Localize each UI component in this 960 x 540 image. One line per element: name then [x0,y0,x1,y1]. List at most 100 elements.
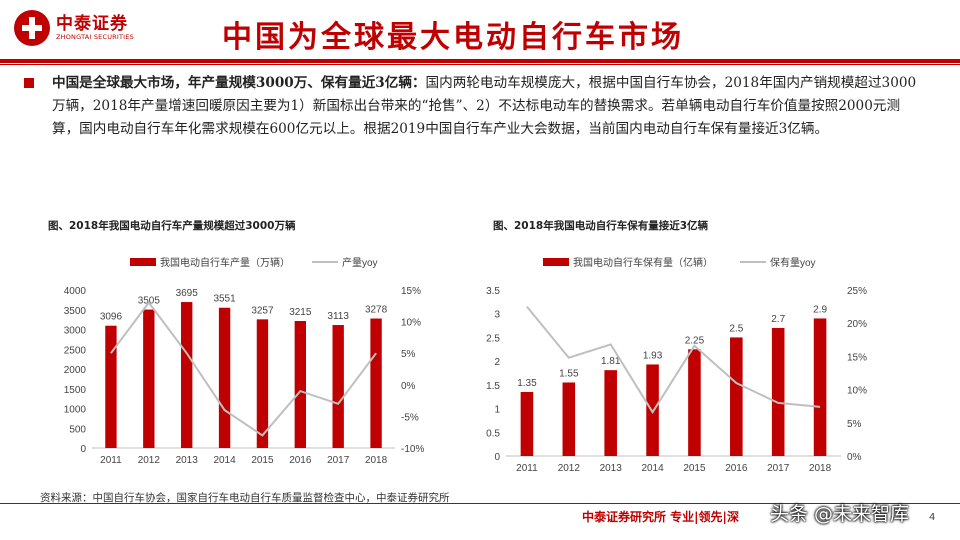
y-tick-label: 0.5 [486,428,500,439]
bar-value-label: 3096 [100,312,123,323]
bar-2016 [730,337,743,456]
y2-tick-label: 5% [401,349,416,360]
bar-value-label: 3113 [327,311,349,322]
x-tick-label: 2014 [641,463,664,474]
y-tick-label: 1500 [64,385,87,396]
y2-tick-label: 25% [847,286,867,297]
y-tick-label: 3 [494,310,500,321]
y-tick-label: 2.5 [486,333,500,344]
bar-value-label: 1.93 [643,350,663,361]
page-title: 中国为全球最大电动自行车市场 [222,20,684,55]
y-tick-label: 3000 [64,326,87,337]
bar-2012 [143,309,155,448]
x-tick-label: 2013 [600,463,623,474]
source-note: 资料来源：中国自行车协会，国家自行车电动自行车质量监督检查中心，中泰证券研究所 [40,492,450,504]
y-tick-label: 2 [494,357,500,368]
header-divider [0,59,960,63]
x-tick-label: 2017 [327,455,350,466]
legend-label-line: 产量yoy [342,256,378,269]
bar-value-label: 1.55 [559,368,579,379]
bar-value-label: 3215 [289,307,312,318]
y2-tick-label: 5% [847,419,862,430]
y-tick-label: 2500 [64,345,87,356]
y2-tick-label: 0% [401,381,416,392]
y-tick-label: 1.5 [486,381,500,392]
bar-value-label: 3505 [138,296,161,307]
bar-value-label: 2.7 [771,314,785,325]
logo-icon [14,10,50,46]
bar-2011 [105,325,117,448]
chart-2-title: 图、2018年我国电动自行车保有量接近3亿辆 [493,220,709,232]
page-number: 4 [929,512,936,523]
x-tick-label: 2018 [809,463,832,474]
bar-2013 [604,370,617,456]
bar-2012 [562,382,576,456]
y-tick-label: 4000 [64,286,87,297]
bar-2017 [332,325,344,448]
bar-value-label: 3695 [176,288,199,299]
footer-text: 中泰证券研究所 专业|领先|深 [582,510,739,524]
y2-tick-label: 0% [847,452,862,463]
x-tick-label: 2018 [365,455,388,466]
bar-2017 [771,327,785,456]
bar-2013 [181,302,193,448]
bar-value-label: 3257 [251,305,274,316]
chart-1-title: 图、2018年我国电动自行车产量规模超过3000万辆 [48,220,296,232]
x-tick-label: 2017 [767,463,790,474]
x-tick-label: 2015 [251,455,274,466]
bar-2014 [646,364,659,456]
x-tick-label: 2012 [138,455,161,466]
footer-divider [0,503,960,504]
bar-2018 [370,318,382,448]
logo-name-en: ZHONGTAI SECURITIES [56,32,134,41]
x-tick-label: 2013 [176,455,199,466]
bar-value-label: 2.9 [813,304,827,315]
header: 中泰证券 ZHONGTAI SECURITIES 中国为全球最大电动自行车市场 [0,0,960,66]
intro-paragraph: 中国是全球最大市场，年产量规模3000万、保有量近3亿辆：国内两轮电动车规模庞大… [24,72,924,141]
bar-2014 [218,307,231,448]
x-tick-label: 2011 [100,455,122,466]
intro-lead: 中国是全球最大市场，年产量规模3000万、保有量近3亿辆： [52,75,426,91]
x-tick-label: 2016 [725,463,748,474]
bar-value-label: 1.35 [517,378,537,389]
y-tick-label: 3500 [64,306,87,317]
y2-tick-label: 10% [401,318,421,329]
y2-tick-label: 20% [847,319,867,330]
y-tick-label: 1000 [64,405,87,416]
x-tick-label: 2016 [289,455,312,466]
yoy-line [526,305,821,415]
y-tick-label: 1 [494,405,500,416]
bar-2015 [688,349,701,456]
y-tick-label: 3.5 [486,286,500,297]
y-tick-label: 500 [69,424,86,435]
bullet-icon [24,78,34,88]
header-divider-thin [0,64,960,65]
bar-value-label: 3278 [365,305,388,316]
y-tick-label: 2000 [64,365,87,376]
y2-tick-label: 10% [847,386,867,397]
legend-label-bar: 我国电动自行车保有量（亿辆） [573,256,713,269]
legend-swatch-bar [543,258,569,266]
bar-2016 [294,321,306,448]
y2-tick-label: 15% [401,286,421,297]
bar-value-label: 1.81 [601,356,621,367]
legend-label-bar: 我国电动自行车产量（万辆） [160,256,290,269]
watermark: 头条 @未来智库 [770,503,910,525]
x-tick-label: 2014 [213,455,236,466]
legend-label-line: 保有量yoy [770,256,816,269]
y-tick-label: 0 [80,444,86,455]
bar-value-label: 2.25 [685,335,705,346]
bar-value-label: 3551 [213,294,236,305]
bar-2011 [520,391,534,456]
yoy-line [110,300,377,437]
company-logo: 中泰证券 ZHONGTAI SECURITIES [14,10,134,46]
intro-body: 国内两轮电动车规模庞大，根据中国自行车协会，2018年国内产销规模超过3000万… [52,75,917,137]
y2-tick-label: -5% [401,412,419,423]
x-tick-label: 2015 [683,463,706,474]
y2-tick-label: -10% [401,444,424,455]
chart-2-ownership: 我国电动自行车保有量（亿辆） 保有量yoy 0 0.5 1 1.5 2 2.5 3 3.5 0% 5%… [486,256,867,474]
bar-2018 [813,318,827,456]
x-tick-label: 2012 [558,463,581,474]
legend-swatch-bar [130,258,156,266]
logo-name-cn: 中泰证券 [56,13,128,34]
